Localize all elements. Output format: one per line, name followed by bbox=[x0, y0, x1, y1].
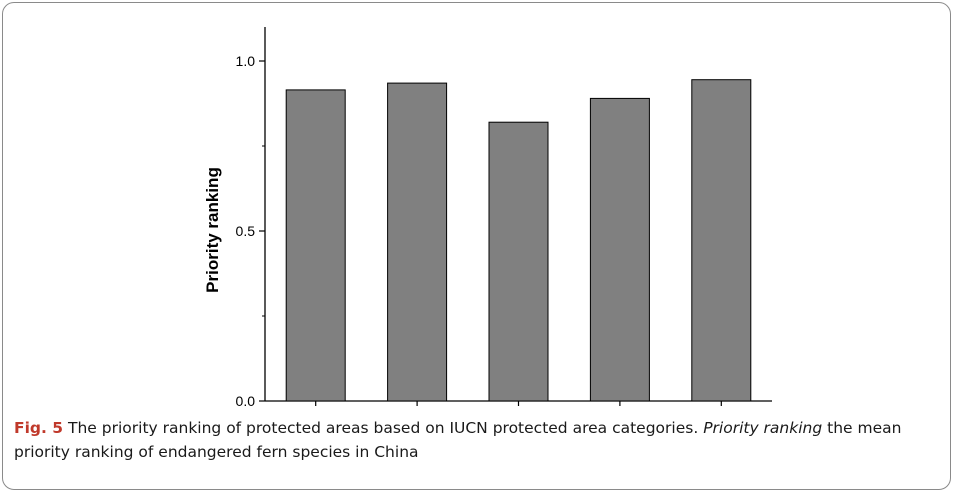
y-tick-label: 0.0 bbox=[236, 393, 256, 409]
bar-IV bbox=[488, 121, 549, 402]
caption-term: Priority ranking bbox=[703, 419, 823, 437]
caption-label: Fig. 5 bbox=[14, 419, 64, 437]
y-tick-label: 1.0 bbox=[236, 53, 256, 69]
bar-chart: Ia II IV V VI 0.0 0.5 1.0 Priority ranking bbox=[203, 27, 772, 410]
y-axis-label: Priority ranking bbox=[203, 167, 222, 293]
caption-text: The priority ranking of protected areas … bbox=[68, 419, 699, 437]
bar-V bbox=[589, 97, 650, 402]
x-tick-label: V bbox=[615, 408, 625, 410]
x-tick-label: Ia bbox=[310, 408, 322, 410]
x-tick-label: VI bbox=[715, 408, 728, 410]
bar-Ia bbox=[285, 89, 346, 402]
y-tick-label: 0.5 bbox=[236, 223, 256, 239]
x-tick-label: II bbox=[413, 408, 421, 410]
caption-definition: the mean priority ranking of endangered … bbox=[14, 419, 902, 461]
bar-VI bbox=[691, 79, 752, 402]
bar-II bbox=[387, 82, 448, 402]
figure-caption: Fig. 5 The priority ranking of protected… bbox=[14, 416, 934, 464]
x-tick-labels: Ia II IV V VI bbox=[310, 408, 728, 410]
chart-bars bbox=[285, 79, 752, 402]
y-tick-labels: 0.0 0.5 1.0 bbox=[236, 53, 256, 409]
x-tick-label: IV bbox=[512, 408, 526, 410]
